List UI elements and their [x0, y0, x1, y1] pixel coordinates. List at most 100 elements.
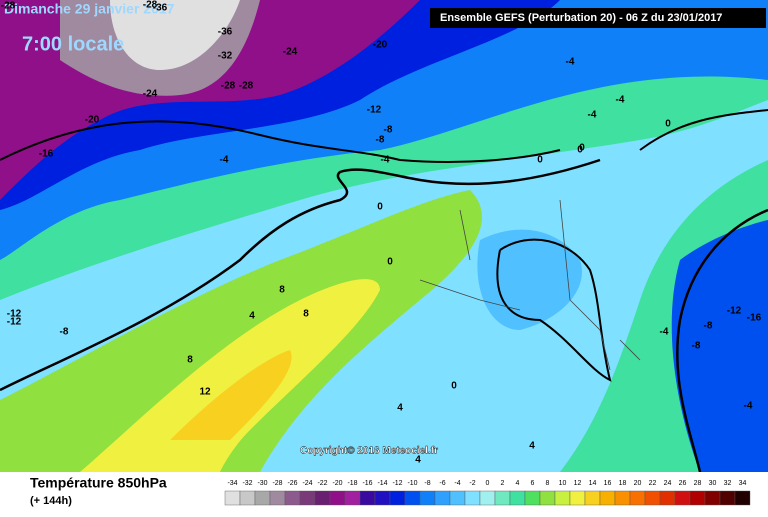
legend-swatch [554, 490, 571, 506]
legend-swatch [584, 490, 601, 506]
legend-swatch [329, 490, 346, 506]
contour-label: -16 [39, 149, 54, 160]
legend-label: 2 [501, 480, 505, 487]
contour-label: -36 [153, 3, 168, 14]
warm-core [170, 350, 292, 440]
contour-label: -36 [218, 27, 233, 38]
contour-label: 4 [249, 311, 255, 322]
contour-label: -20 [373, 40, 388, 51]
legend-label: -30 [257, 480, 267, 487]
contour-label: -8 [692, 341, 701, 352]
mild-band [0, 190, 482, 472]
legend-swatch [599, 490, 616, 506]
legend-label: 34 [739, 480, 747, 487]
arctic-center [110, 0, 240, 70]
contour-label: -8 [384, 125, 393, 136]
warm-band [80, 279, 380, 472]
contour-label: -32 [218, 51, 233, 62]
legend-label: 32 [724, 480, 732, 487]
legend-swatch [359, 490, 376, 506]
legend-swatch [419, 490, 436, 506]
legend-swatch [224, 490, 241, 506]
legend-label: 16 [604, 480, 612, 487]
contour-label: -4 [660, 327, 669, 338]
contour-label: -4 [381, 155, 390, 166]
contour-label: -8 [376, 135, 385, 146]
legend-label: -6 [439, 480, 445, 487]
contour-label: -12 [7, 309, 22, 320]
run-info-box [430, 8, 766, 28]
zero-isotherm [0, 158, 601, 392]
legend-swatch [449, 490, 466, 506]
contour-label: 8 [279, 285, 285, 296]
legend-label: 24 [664, 480, 672, 487]
contour-label: 0 [451, 381, 457, 392]
legend-label: 0 [486, 480, 490, 487]
contour-line [496, 238, 612, 382]
contour-label: -12 [727, 306, 742, 317]
legend-label: -18 [347, 480, 357, 487]
legend-swatch [539, 490, 556, 506]
legend-label: 22 [649, 480, 657, 487]
legend-label: -10 [407, 480, 417, 487]
legend-swatch [299, 490, 316, 506]
legend-label: 28 [694, 480, 702, 487]
subtitle: 7:00 locale [22, 33, 124, 55]
legend-swatch [569, 490, 586, 506]
contour-label: 0 [579, 143, 585, 154]
legend-label: -16 [362, 480, 372, 487]
contour-label: 0 [665, 119, 671, 130]
east-cold-pool [671, 220, 768, 472]
contour-line [0, 120, 561, 163]
contour-label: 8 [303, 309, 309, 320]
legend-swatch [239, 490, 256, 506]
legend-label: 20 [634, 480, 642, 487]
contour-label: 0 [377, 202, 383, 213]
legend-label: -26 [287, 480, 297, 487]
contour-label: 4 [529, 441, 535, 452]
legend-swatch [389, 490, 406, 506]
legend-label: 6 [531, 480, 535, 487]
legend-label: 4 [516, 480, 520, 487]
legend-label: 8 [546, 480, 550, 487]
borders [419, 199, 641, 371]
legend-swatch [269, 490, 286, 506]
contour-line [676, 208, 768, 473]
legend-swatch [509, 490, 526, 506]
contour-label: -4 [588, 110, 597, 121]
legend-label: 12 [574, 480, 582, 487]
legend-label: -4 [454, 480, 460, 487]
legend-swatch [434, 490, 451, 506]
legend-swatch [404, 490, 421, 506]
contour-label: -28 [1, 1, 16, 12]
contour-label: -4 [616, 95, 625, 106]
legend-swatch [524, 490, 541, 506]
legend-label: -32 [242, 480, 252, 487]
legend-label: -12 [392, 480, 402, 487]
contour-label: -8 [704, 321, 713, 332]
legend-swatch [734, 490, 751, 506]
contour-label: -28 [143, 0, 158, 11]
contour-label: -12 [7, 317, 22, 328]
legend-label: -2 [469, 480, 475, 487]
contour-label: -12 [367, 105, 382, 116]
contour-label: -4 [220, 155, 229, 166]
legend-label: 26 [679, 480, 687, 487]
legend-label: 30 [709, 480, 717, 487]
legend-swatch [464, 490, 481, 506]
contour-label: -20 [85, 115, 100, 126]
legend-swatch [374, 490, 391, 506]
contour-label: -28 [239, 81, 254, 92]
copyright: Copyright© 2016 Meteociel.fr [300, 446, 438, 457]
contour-label: -24 [283, 47, 298, 58]
contour-label: -4 [744, 401, 753, 412]
legend-label: 18 [619, 480, 627, 487]
legend-label: -20 [332, 480, 342, 487]
legend-label: -14 [377, 480, 387, 487]
legend-swatch [314, 490, 331, 506]
legend-swatch [719, 490, 736, 506]
contour-label: 0 [387, 257, 393, 268]
legend-swatch [284, 490, 301, 506]
legend-swatch [629, 490, 646, 506]
